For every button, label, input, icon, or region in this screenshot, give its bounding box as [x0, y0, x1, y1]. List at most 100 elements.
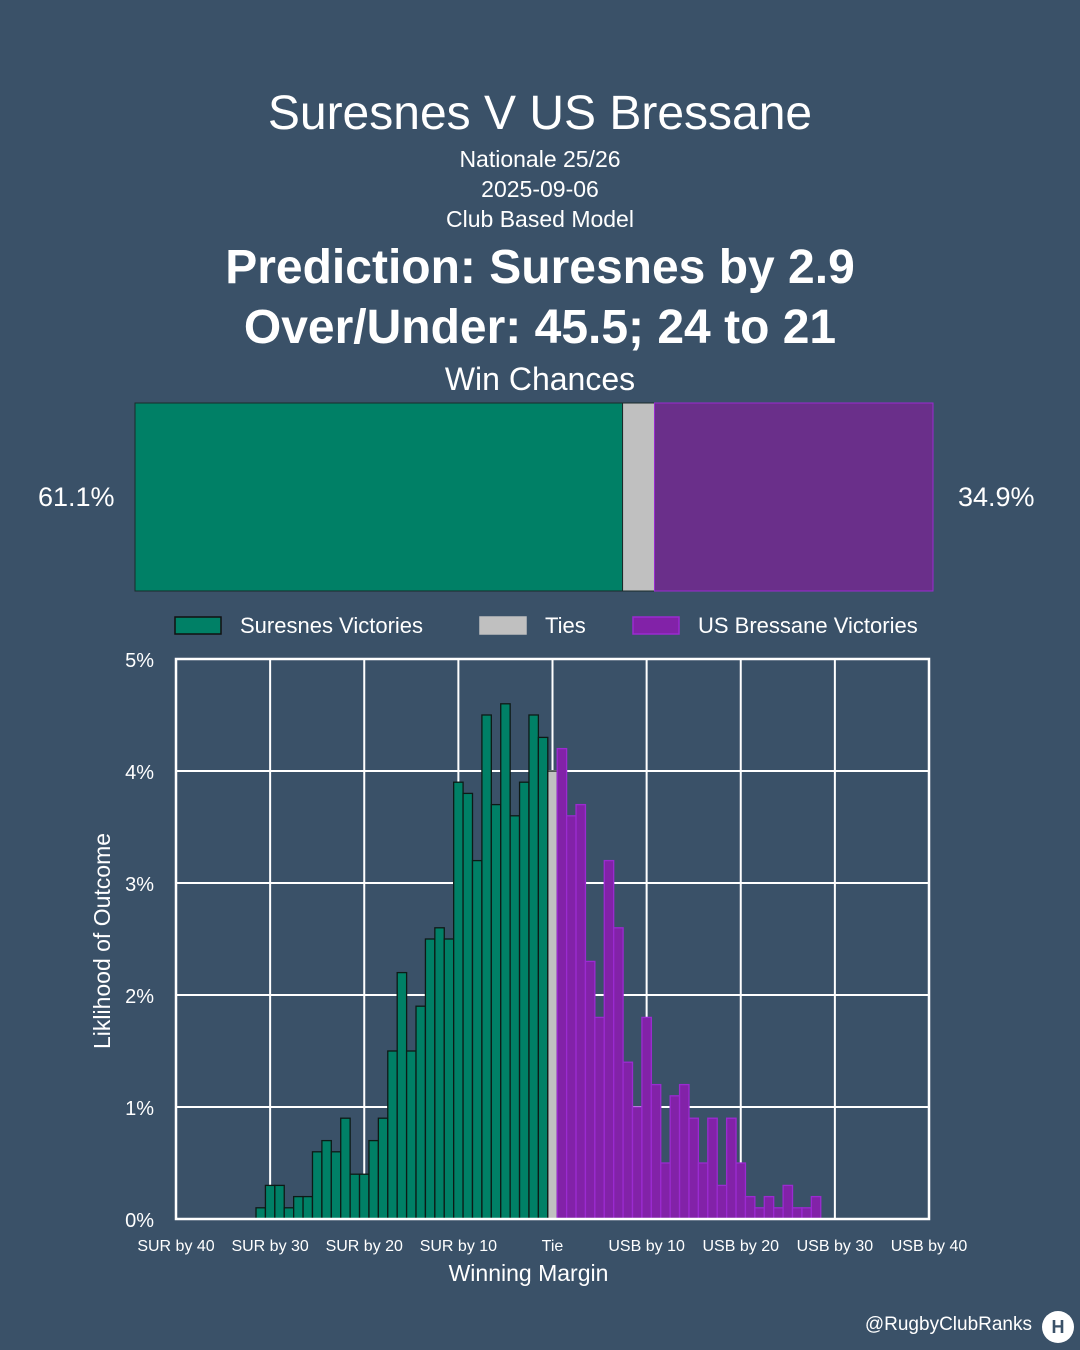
home-win-percent: 61.1%	[38, 482, 115, 512]
bar-suresnes	[471, 859, 483, 1220]
bar-suresnes	[481, 714, 492, 1220]
bar-suresnes	[462, 792, 474, 1220]
win-chances-title: Win Chances	[444, 361, 636, 397]
legend: Suresnes Victories Ties US Bressane Victor…	[174, 613, 918, 638]
x-tick-label: SUR by 30	[231, 1238, 308, 1255]
bar-us-bressane	[707, 1117, 718, 1220]
win-bar-tie	[622, 402, 655, 592]
bar-us-bressane	[669, 1095, 681, 1220]
win-bar-away	[653, 402, 934, 592]
x-tick-label: USB by 30	[797, 1238, 874, 1255]
bar-us-bressane	[782, 1184, 794, 1220]
bar-suresnes	[453, 781, 464, 1220]
bar-us-bressane	[641, 1016, 652, 1220]
legend-item-suresnes-swatch	[174, 616, 222, 635]
competition-label: Nationale 25/26	[459, 146, 621, 172]
bar-suresnes	[396, 971, 408, 1220]
bar-suresnes	[443, 938, 455, 1220]
bar-us-bressane	[594, 1016, 605, 1220]
bar-suresnes	[518, 781, 530, 1220]
bar-suresnes	[283, 1207, 295, 1220]
bar-us-bressane	[801, 1207, 812, 1220]
bar-suresnes	[509, 815, 521, 1220]
bar-suresnes	[255, 1207, 267, 1220]
bar-us-bressane	[810, 1195, 822, 1220]
y-tick-label: 1%	[125, 1098, 154, 1120]
x-tick-label: USB by 40	[891, 1238, 968, 1255]
model-label: Club Based Model	[446, 206, 634, 232]
y-tick-label: 0%	[125, 1210, 154, 1232]
bar-us-bressane	[650, 1083, 662, 1220]
match-date: 2025-09-06	[481, 176, 599, 202]
x-tick-label: SUR by 10	[420, 1238, 497, 1255]
bar-suresnes	[340, 1117, 351, 1220]
x-axis-label: Winning Margin	[449, 1260, 609, 1286]
bar-suresnes	[377, 1117, 389, 1220]
histogram: SUR by 40 SUR by 30 SUR by 20 SUR by 10 Tie U…	[89, 650, 967, 1286]
bar-us-bressane	[613, 927, 624, 1220]
bar-suresnes	[274, 1184, 285, 1220]
bar-suresnes	[330, 1151, 342, 1220]
rugby-posts-logo-icon: H	[1042, 1311, 1074, 1343]
bar-suresnes	[405, 1050, 417, 1220]
y-axis-label: Liklihood of Outcome	[89, 833, 115, 1049]
x-tick-label: USB by 10	[608, 1238, 685, 1255]
y-tick-label: 5%	[125, 650, 154, 672]
bar-us-bressane	[565, 815, 577, 1220]
y-tick-label: 4%	[125, 762, 154, 784]
x-tick-label: SUR by 20	[326, 1238, 403, 1255]
bar-us-bressane	[603, 859, 615, 1220]
bar-suresnes	[358, 1173, 370, 1220]
bar-us-bressane	[688, 1117, 700, 1220]
legend-item-ties-label: Ties	[545, 613, 586, 638]
bar-us-bressane	[773, 1207, 784, 1220]
bar-us-bressane	[631, 1106, 643, 1220]
bar-us-bressane	[725, 1117, 737, 1220]
bar-us-bressane	[556, 747, 568, 1220]
y-tick-label: 3%	[125, 874, 154, 896]
win-chances-bar	[134, 402, 934, 592]
x-tick-label: SUR by 40	[137, 1238, 214, 1255]
bar-suresnes	[264, 1184, 276, 1220]
bar-us-bressane	[584, 960, 596, 1220]
bar-us-bressane	[716, 1184, 728, 1220]
bar-us-bressane	[678, 1083, 690, 1220]
bar-suresnes	[537, 736, 549, 1220]
bar-suresnes	[311, 1151, 323, 1220]
bar-suresnes	[349, 1173, 361, 1220]
bar-suresnes	[321, 1139, 332, 1220]
y-tick-label: 2%	[125, 986, 154, 1008]
over-under-text: Over/Under: 45.5; 24 to 21	[243, 301, 837, 354]
bar-suresnes	[293, 1195, 304, 1220]
bar-us-bressane	[622, 1061, 634, 1220]
bar-suresnes	[302, 1195, 314, 1220]
bar-suresnes	[500, 703, 511, 1220]
bar-suresnes	[387, 1050, 398, 1220]
x-tick-label: Tie	[542, 1238, 564, 1255]
bar-us-bressane	[744, 1195, 756, 1220]
legend-item-us-bressane-swatch	[632, 616, 680, 635]
prediction-text: Prediction: Suresnes by 2.9	[225, 241, 855, 294]
legend-item-us-bressane-label: US Bressane Victories	[698, 613, 918, 638]
bar-suresnes	[528, 714, 540, 1220]
legend-item-ties-swatch	[479, 616, 527, 635]
bar-us-bressane	[763, 1195, 775, 1220]
legend-item-suresnes-label: Suresnes Victories	[240, 613, 423, 638]
twitter-handle: @RugbyClubRanks	[864, 1314, 1032, 1335]
bar-us-bressane	[697, 1162, 709, 1220]
bar-us-bressane	[754, 1207, 765, 1220]
chart-title: Suresnes V US Bressane	[267, 87, 813, 140]
bar-tie	[547, 770, 558, 1220]
bar-us-bressane	[791, 1207, 803, 1220]
bar-us-bressane	[735, 1162, 747, 1220]
bar-suresnes	[415, 1005, 427, 1220]
bar-suresnes	[434, 927, 445, 1220]
x-tick-label: USB by 20	[703, 1238, 780, 1255]
bar-us-bressane	[660, 1162, 671, 1220]
bar-suresnes	[368, 1139, 380, 1220]
win-bar-home	[134, 402, 624, 592]
bar-suresnes	[424, 938, 436, 1220]
bar-suresnes	[490, 803, 502, 1220]
away-win-percent: 34.9%	[958, 482, 1035, 512]
